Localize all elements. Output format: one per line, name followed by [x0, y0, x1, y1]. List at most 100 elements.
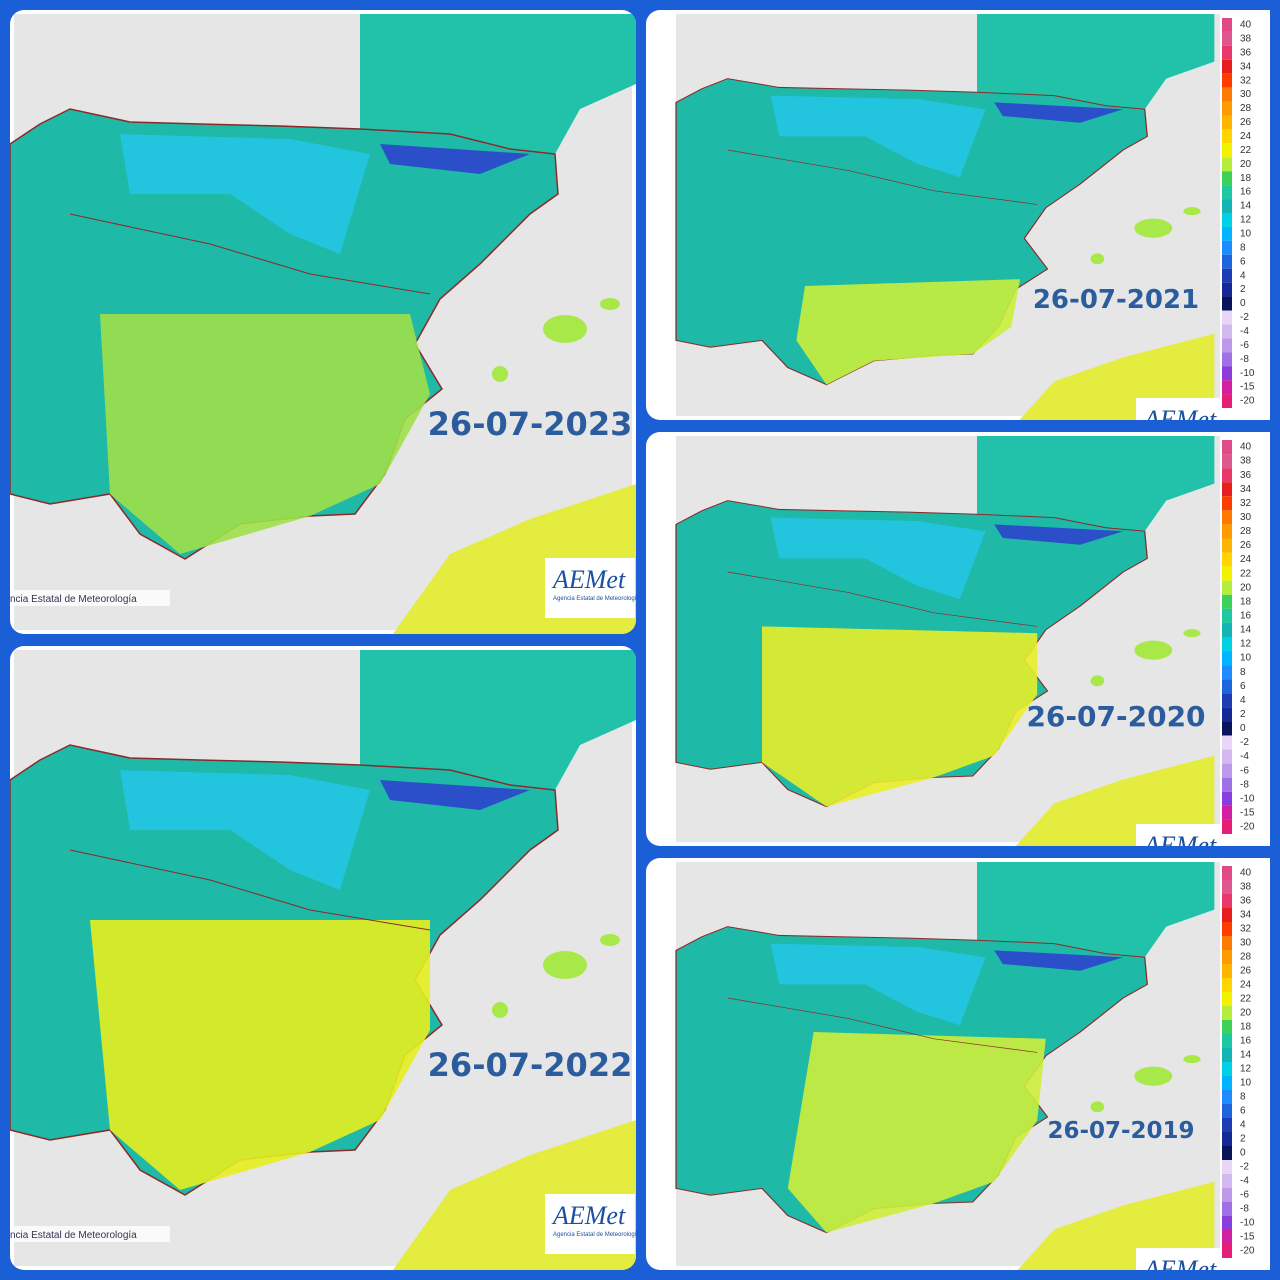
province-borders: [69, 213, 431, 295]
island: [1090, 1101, 1105, 1113]
map: [10, 14, 636, 634]
legend-swatch: [1222, 1118, 1232, 1132]
warm-area: [796, 279, 1020, 385]
legend-label: 22: [1240, 145, 1252, 156]
legend-label: 28: [1240, 952, 1252, 963]
legend-swatch: [1222, 73, 1232, 88]
legend-swatch: [1222, 866, 1232, 880]
map-area: 26-07-2022 ncia Estatal de Meteorología AE…: [10, 650, 640, 1270]
legend-label: 26: [1240, 540, 1252, 551]
legend-label: -6: [1240, 765, 1249, 776]
legend-label: 20: [1240, 582, 1252, 593]
legend-swatch: [1222, 1090, 1232, 1104]
legend-swatch: [1222, 1230, 1232, 1244]
legend-swatch: [1222, 594, 1232, 609]
legend-swatch: [1222, 950, 1232, 964]
legend-label: 22: [1240, 568, 1252, 579]
legend-swatch: [1222, 101, 1232, 116]
island: [1090, 675, 1105, 687]
legend-swatch: [1222, 922, 1232, 936]
logo-bg: [545, 1194, 635, 1254]
warm-area: [762, 626, 1038, 807]
legend-label: -10: [1240, 368, 1255, 379]
legend-label: 26: [1240, 117, 1252, 128]
legend-label: -15: [1240, 382, 1255, 393]
legend-label: 30: [1240, 512, 1252, 523]
map-area: 26-07-2020 AEMet: [675, 436, 1226, 860]
legend-label: 36: [1240, 47, 1252, 58]
legend-label: -20: [1240, 1246, 1255, 1257]
island: [1134, 1066, 1173, 1086]
legend-label: 30: [1240, 938, 1252, 949]
legend-swatch: [1222, 566, 1232, 581]
legend-swatch: [1222, 185, 1232, 200]
legend-swatch: [1222, 693, 1232, 708]
legend-swatch: [1222, 268, 1232, 283]
legend-label: 12: [1240, 215, 1252, 226]
legend-swatch: [1222, 454, 1232, 469]
logo: AEMet: [1142, 831, 1217, 860]
legend-label: 24: [1240, 980, 1252, 991]
legend-swatch: [1222, 791, 1232, 806]
legend-label: 34: [1240, 484, 1252, 495]
legend-label: 18: [1240, 173, 1252, 184]
map-panel: 26-07-2022 ncia Estatal de Meteorología AE…: [10, 646, 640, 1270]
legend-swatch: [1222, 524, 1232, 539]
legend-label: -8: [1240, 354, 1249, 365]
legend-swatch: [1222, 735, 1232, 750]
island: [543, 951, 587, 979]
legend-swatch: [1222, 819, 1232, 834]
legend-label: -4: [1240, 751, 1249, 762]
province-borders: [727, 997, 1038, 1053]
legend-label: 4: [1240, 695, 1246, 706]
legend-label: -2: [1240, 1162, 1249, 1173]
legend-swatch: [1222, 338, 1232, 353]
legend-swatch: [1222, 777, 1232, 792]
legend-label: 36: [1240, 896, 1252, 907]
date-label: 26-07-2021: [1033, 285, 1199, 315]
legend-swatch: [1222, 679, 1232, 694]
legend-label: 20: [1240, 159, 1252, 170]
legend-label: 6: [1240, 256, 1246, 267]
legend-label: 38: [1240, 882, 1252, 893]
legend-swatch: [1222, 978, 1232, 992]
france: [360, 14, 636, 154]
legend-label: 28: [1240, 103, 1252, 114]
legend-label: -8: [1240, 1204, 1249, 1215]
legend-swatch: [1222, 310, 1232, 325]
legend-swatch: [1222, 936, 1232, 950]
island: [1183, 207, 1201, 216]
legend-label: -15: [1240, 808, 1255, 819]
legend-swatch: [1222, 637, 1232, 652]
logo-subtitle: Agencia Estatal de Meteorología: [553, 1232, 640, 1238]
legend-label: 10: [1240, 229, 1252, 240]
legend-swatch: [1222, 482, 1232, 497]
legend-swatch: [1222, 380, 1232, 395]
legend-swatch: [1222, 805, 1232, 820]
island: [1183, 1055, 1201, 1064]
legend-label: 18: [1240, 1022, 1252, 1033]
legend-label: 30: [1240, 89, 1252, 100]
legend-swatch: [1222, 1146, 1232, 1160]
date-label: 26-07-2020: [1026, 700, 1205, 733]
legend-label: -10: [1240, 1218, 1255, 1229]
legend-swatch: [1222, 59, 1232, 74]
legend-swatch: [1222, 171, 1232, 186]
legend-label: -15: [1240, 1232, 1255, 1243]
legend-swatch: [1222, 1188, 1232, 1202]
legend-label: 34: [1240, 910, 1252, 921]
legend-label: 20: [1240, 1008, 1252, 1019]
pyrenees: [380, 144, 530, 174]
legend-swatch: [1222, 580, 1232, 595]
island: [1183, 629, 1201, 638]
legend-swatch: [1222, 282, 1232, 297]
legend-swatch: [1222, 1202, 1232, 1216]
legend-label: -2: [1240, 737, 1249, 748]
map-area: 26-07-2023 ncia Estatal de Meteorología AE…: [10, 14, 636, 634]
source-bg: [10, 590, 170, 606]
legend-swatch: [1222, 129, 1232, 144]
province-borders: [69, 849, 431, 931]
legend-label: 6: [1240, 1106, 1246, 1117]
logo: AEMet: [551, 1201, 626, 1230]
